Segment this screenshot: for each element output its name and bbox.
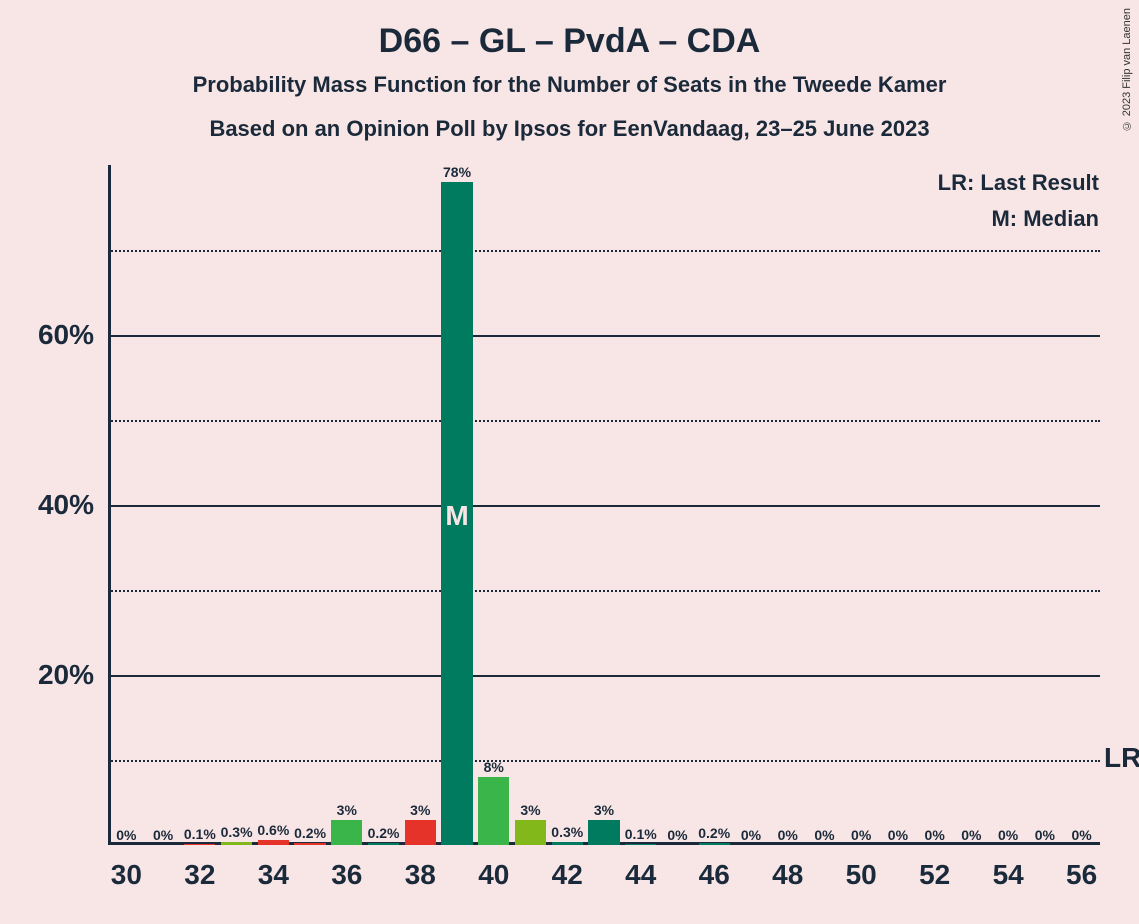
- bar-value-label: 0.3%: [221, 824, 253, 842]
- x-tick-label: 42: [552, 845, 583, 891]
- gridline-minor: [108, 250, 1100, 252]
- bar-value-label: 0%: [925, 827, 945, 845]
- plot-area: LR 20%40%60%3032343638404244464850525456…: [108, 165, 1100, 845]
- bar: 78%M: [441, 182, 472, 845]
- bar: 3%: [405, 820, 436, 846]
- bar-value-label: 0.6%: [257, 822, 289, 840]
- chart-title: D66 – GL – PvdA – CDA: [0, 22, 1139, 61]
- gridline-minor: [108, 760, 1100, 762]
- y-tick-label: 60%: [38, 319, 108, 351]
- chart-subtitle-1: Probability Mass Function for the Number…: [0, 72, 1139, 98]
- bar-value-label: 0.1%: [184, 826, 216, 844]
- bar-value-label: 3%: [410, 802, 430, 820]
- y-tick-label: 40%: [38, 489, 108, 521]
- bar-value-label: 3%: [337, 802, 357, 820]
- median-marker: M: [445, 500, 468, 532]
- bar: 3%: [331, 820, 362, 846]
- x-tick-label: 34: [258, 845, 289, 891]
- bar-value-label: 0.2%: [368, 825, 400, 843]
- x-tick-label: 40: [478, 845, 509, 891]
- x-tick-label: 38: [405, 845, 436, 891]
- x-tick-label: 56: [1066, 845, 1097, 891]
- bar-value-label: 0%: [667, 827, 687, 845]
- bar-value-label: 0%: [1071, 827, 1091, 845]
- copyright-text: © 2023 Filip van Laenen: [1121, 8, 1133, 131]
- bar-value-label: 0.1%: [625, 826, 657, 844]
- gridline-minor: [108, 420, 1100, 422]
- y-tick-label: 20%: [38, 659, 108, 691]
- bar: 0.3%: [552, 842, 583, 845]
- bar-value-label: 0%: [851, 827, 871, 845]
- bar: 0.2%: [699, 843, 730, 845]
- x-tick-label: 50: [846, 845, 877, 891]
- gridline-major: [108, 505, 1100, 507]
- bar-value-label: 0%: [814, 827, 834, 845]
- bar-value-label: 0%: [888, 827, 908, 845]
- bar-value-label: 0%: [116, 827, 136, 845]
- bar-value-label: 0.3%: [551, 824, 583, 842]
- x-tick-label: 48: [772, 845, 803, 891]
- bar: 3%: [588, 820, 619, 846]
- bar: 3%: [515, 820, 546, 846]
- bar: 0.2%: [294, 843, 325, 845]
- x-tick-label: 32: [184, 845, 215, 891]
- bar-value-label: 8%: [484, 759, 504, 777]
- bar-value-label: 3%: [520, 802, 540, 820]
- x-tick-label: 52: [919, 845, 950, 891]
- bar-value-label: 0%: [778, 827, 798, 845]
- bar-value-label: 0%: [741, 827, 761, 845]
- x-tick-label: 54: [993, 845, 1024, 891]
- bar-value-label: 78%: [443, 164, 471, 182]
- bar-value-label: 0.2%: [294, 825, 326, 843]
- gridline-major: [108, 675, 1100, 677]
- bar: 0.1%: [625, 844, 656, 845]
- bar-value-label: 0%: [153, 827, 173, 845]
- bar-value-label: 3%: [594, 802, 614, 820]
- bar-value-label: 0%: [1035, 827, 1055, 845]
- chart-subtitle-2: Based on an Opinion Poll by Ipsos for Ee…: [0, 116, 1139, 142]
- bar: 0.3%: [221, 842, 252, 845]
- bar: 8%: [478, 777, 509, 845]
- x-tick-label: 44: [625, 845, 656, 891]
- gridline-minor: [108, 590, 1100, 592]
- bar-value-label: 0.2%: [698, 825, 730, 843]
- bar: 0.6%: [258, 840, 289, 845]
- bar-value-label: 0%: [961, 827, 981, 845]
- bar: 0.2%: [368, 843, 399, 845]
- bar: 0.1%: [184, 844, 215, 845]
- x-tick-label: 36: [331, 845, 362, 891]
- bar-value-label: 0%: [998, 827, 1018, 845]
- gridline-major: [108, 335, 1100, 337]
- x-tick-label: 46: [699, 845, 730, 891]
- x-tick-label: 30: [111, 845, 142, 891]
- lr-axis-label: LR: [1104, 742, 1139, 774]
